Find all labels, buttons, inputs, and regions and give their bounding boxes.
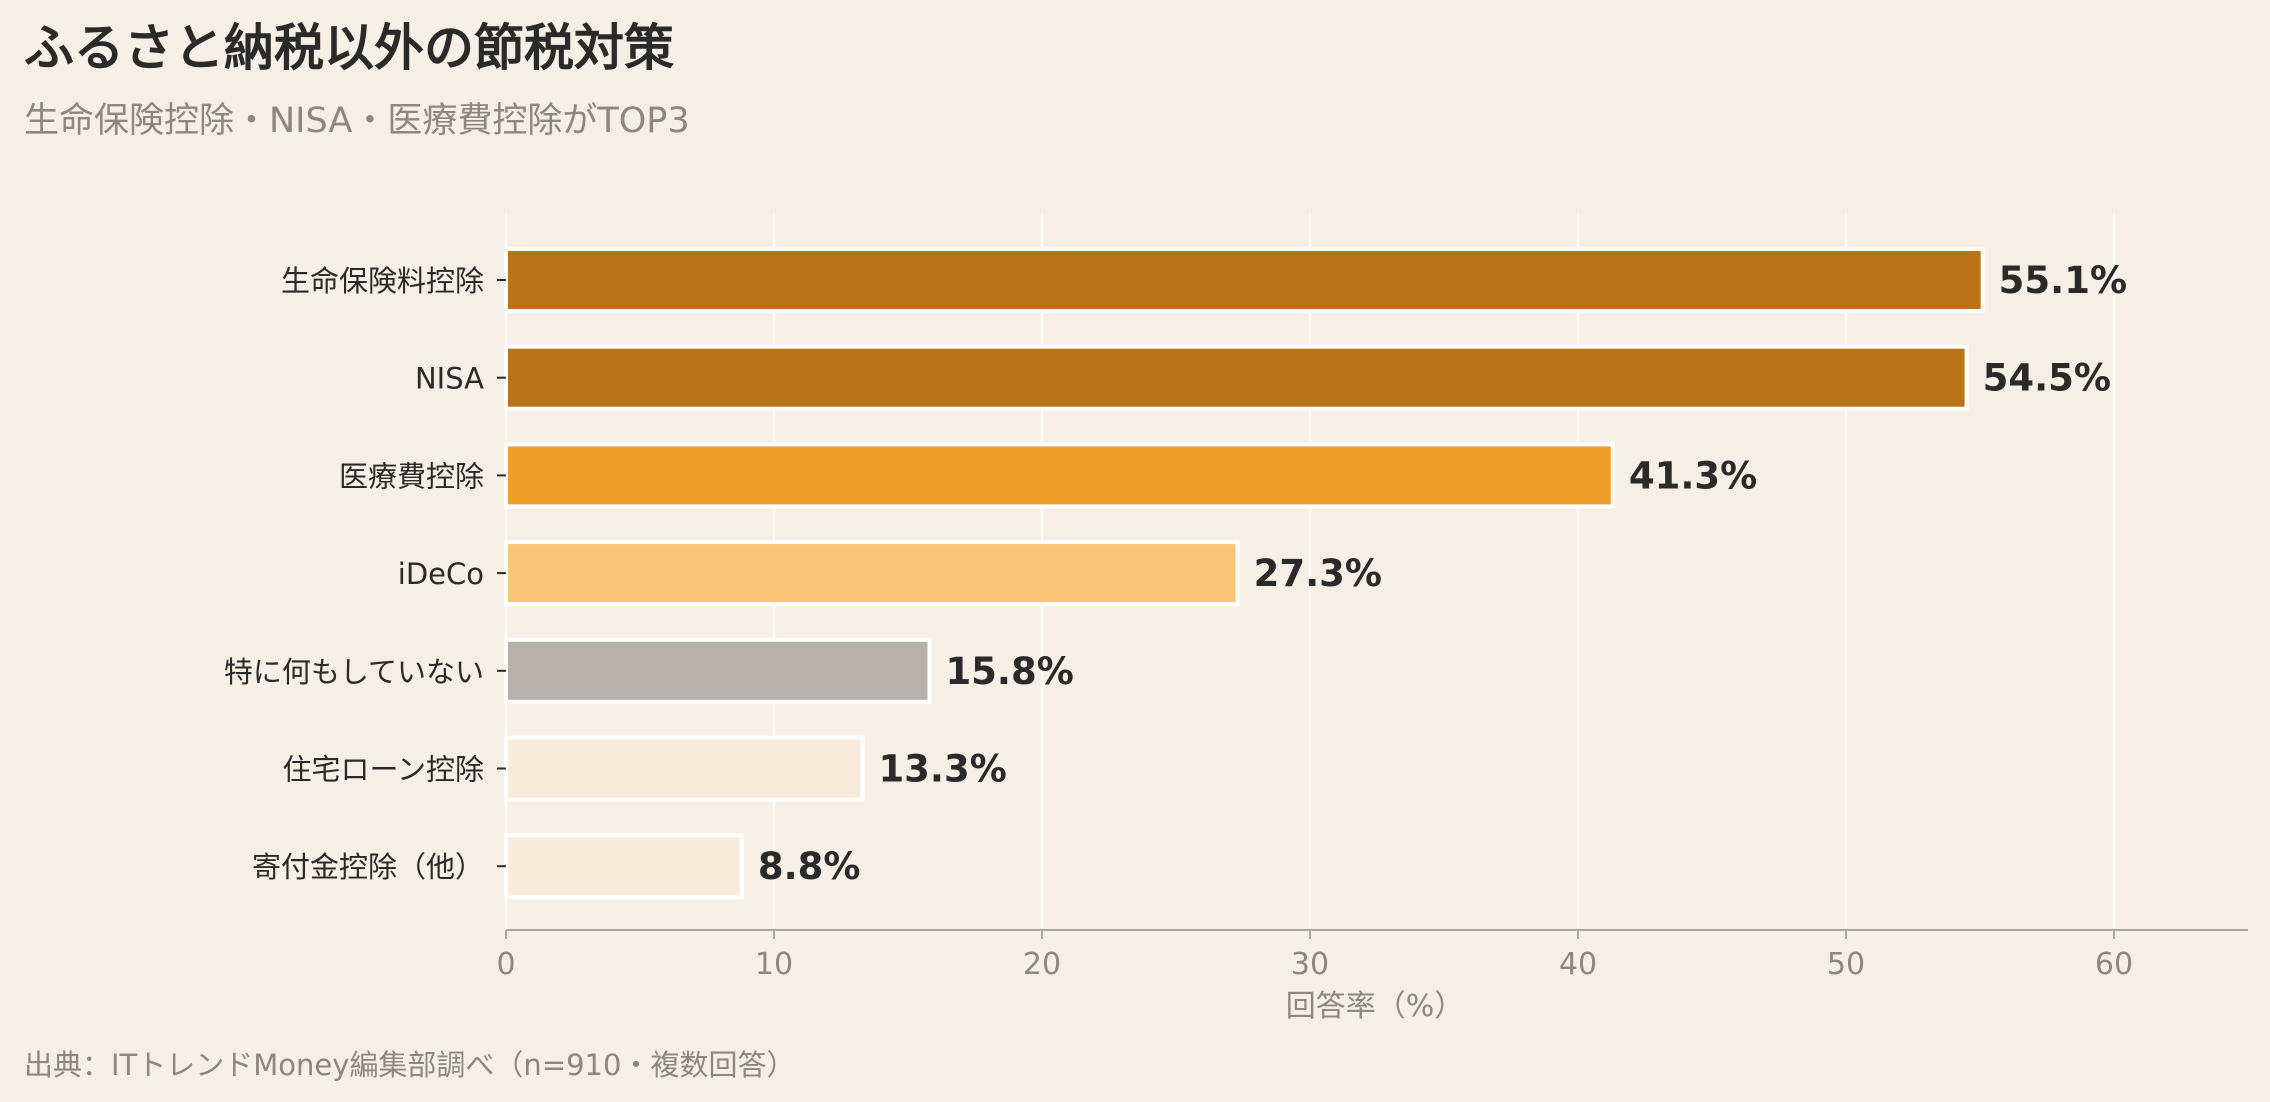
category-label-3: iDeCo [398, 557, 484, 591]
axes: 0 10 20 30 40 50 60 生命保険料控除 NISA 医療費控除 iDeCo 特に何もして… [224, 214, 2248, 982]
value-label-4: 15.8% [945, 650, 1073, 693]
category-label-6: 寄付金控除（他） [252, 850, 484, 884]
value-label-3: 27.3% [1254, 552, 1382, 595]
bar-4 [504, 637, 932, 704]
x-tick-label-40: 40 [1559, 947, 1597, 982]
chart-title: ふるさと納税以外の節税対策 [24, 19, 674, 77]
bar-1 [504, 344, 1969, 411]
value-label-0: 55.1% [1999, 259, 2127, 302]
category-label-5: 住宅ローン控除 [282, 753, 484, 787]
bar-5 [504, 735, 865, 802]
x-tick-label-50: 50 [1827, 947, 1865, 982]
category-label-0: 生命保険料控除 [281, 264, 484, 298]
category-label-1: NISA [415, 362, 484, 396]
value-label-6: 8.8% [758, 845, 861, 888]
bar-6 [504, 833, 744, 900]
bar-0 [504, 247, 1985, 313]
x-tick-label-0: 0 [496, 947, 515, 982]
bar-2 [504, 442, 1615, 509]
category-label-2: 医療費控除 [339, 459, 484, 493]
category-label-4: 特に何もしていない [224, 655, 484, 689]
x-axis-title: 回答率（%） [1286, 989, 1465, 1024]
x-tick-label-10: 10 [755, 947, 793, 982]
chart-subtitle: 生命保険控除・NISA・医療費控除がTOP3 [24, 101, 690, 141]
x-tick-label-30: 30 [1291, 947, 1329, 982]
value-label-2: 41.3% [1629, 454, 1757, 497]
bars: 55.1% 54.5% 41.3% 27.3% 15.8% 13.3% 8.8% [504, 247, 2127, 900]
x-tick-label-60: 60 [2095, 947, 2133, 982]
x-tick-label-20: 20 [1023, 947, 1061, 982]
bar-3 [504, 540, 1240, 607]
value-label-1: 54.5% [1983, 357, 2111, 400]
chart-source-note: 出典：ITトレンドMoney編集部調べ（n=910・複数回答） [24, 1048, 796, 1082]
value-label-5: 13.3% [878, 748, 1006, 791]
